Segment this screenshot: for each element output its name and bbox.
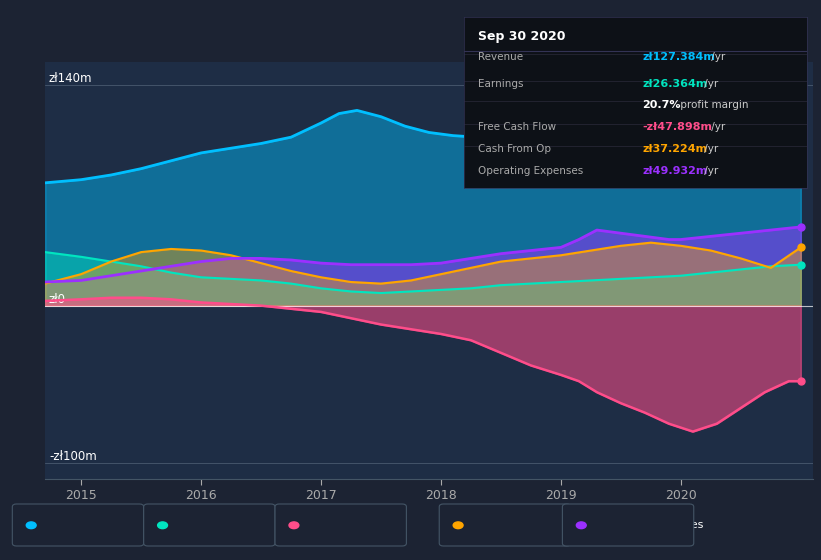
Text: /yr: /yr bbox=[708, 122, 725, 132]
Text: Revenue: Revenue bbox=[41, 520, 89, 530]
Text: /yr: /yr bbox=[701, 144, 718, 154]
Text: zł37.224m: zł37.224m bbox=[642, 144, 708, 154]
Text: Operating Expenses: Operating Expenses bbox=[478, 166, 583, 176]
Text: zł0: zł0 bbox=[49, 293, 66, 306]
Text: Earnings: Earnings bbox=[172, 520, 221, 530]
Text: zł26.364m: zł26.364m bbox=[642, 79, 708, 89]
Text: zł140m: zł140m bbox=[49, 72, 93, 85]
Text: Cash From Op: Cash From Op bbox=[468, 520, 546, 530]
Text: Operating Expenses: Operating Expenses bbox=[591, 520, 704, 530]
Text: 20.7%: 20.7% bbox=[642, 100, 681, 110]
Text: zł127.384m: zł127.384m bbox=[642, 52, 715, 62]
Text: Free Cash Flow: Free Cash Flow bbox=[478, 122, 556, 132]
Text: -zł100m: -zł100m bbox=[49, 450, 97, 463]
Text: profit margin: profit margin bbox=[677, 100, 748, 110]
Text: Revenue: Revenue bbox=[478, 52, 523, 62]
Text: /yr: /yr bbox=[701, 79, 718, 89]
Text: Sep 30 2020: Sep 30 2020 bbox=[478, 30, 565, 44]
Text: -zł47.898m: -zł47.898m bbox=[642, 122, 713, 132]
Text: Earnings: Earnings bbox=[478, 79, 523, 89]
Text: /yr: /yr bbox=[701, 166, 718, 176]
Text: Free Cash Flow: Free Cash Flow bbox=[304, 520, 388, 530]
Text: Cash From Op: Cash From Op bbox=[478, 144, 551, 154]
Text: zł49.932m: zł49.932m bbox=[642, 166, 708, 176]
Text: /yr: /yr bbox=[708, 52, 725, 62]
